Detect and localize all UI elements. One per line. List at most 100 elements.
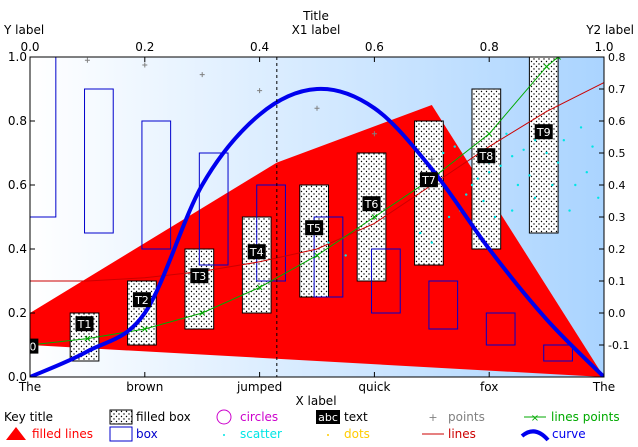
- x1-tick-label: 0.0: [20, 40, 39, 54]
- scatter-point-24: [579, 126, 583, 129]
- legend-swatch-curve: [520, 429, 550, 442]
- legend-swatch-points: +: [428, 411, 437, 424]
- x-category-label: quick: [358, 380, 390, 394]
- lines-line: [30, 82, 604, 282]
- text-label-bg-4: [190, 268, 209, 284]
- scatter-point-28: [419, 231, 422, 235]
- box-series: [30, 57, 573, 362]
- legend-item-lines: lines: [422, 427, 476, 441]
- x1-tick-label: 0.4: [250, 40, 269, 54]
- legend-swatch-filled-lines: [6, 427, 26, 440]
- filled-box-series: [69, 57, 559, 362]
- curve-series: [30, 86, 604, 377]
- text-label-8: T7: [421, 174, 436, 187]
- text-label-3: T2: [134, 294, 149, 307]
- legend-item-text: abc text: [316, 410, 368, 424]
- legend-item-circles: circles: [216, 409, 278, 425]
- text-label-2: T1: [77, 318, 92, 331]
- plot-area: 0 T1 T2 T3 T4 T5 T6 T7 T8 T9: [29, 56, 605, 378]
- y2-tick-label: 0.0: [608, 307, 626, 320]
- scatter-point-19: [562, 139, 566, 142]
- legend-label-scatter: scatter: [240, 427, 282, 441]
- box-10: [543, 344, 573, 362]
- scatter-point-8: [470, 183, 474, 187]
- text-label-1: 0: [29, 341, 36, 354]
- x-axis-label: X label: [295, 394, 336, 408]
- scatter-point-21: [442, 151, 445, 155]
- text-label-bg-3: [132, 292, 151, 308]
- text-label-bg-7: [362, 196, 381, 212]
- points-marker-5: [314, 105, 320, 111]
- y-tick-label: 1.0: [8, 50, 27, 64]
- x-category-label: fox: [480, 380, 498, 394]
- text-label-bg-2: [75, 316, 94, 332]
- x1-tick-label: 0.6: [365, 40, 384, 54]
- lines-points-marker-6: [314, 252, 320, 259]
- text-label-7: T6: [364, 198, 379, 211]
- filled-box-3: [184, 248, 215, 330]
- scatter-point-13: [585, 171, 588, 174]
- legend-label-lines-points: lines points: [551, 410, 620, 424]
- y2-tick-label: 0.7: [608, 83, 626, 96]
- legend-item-dots: dots: [327, 427, 370, 441]
- scatter-point-9: [465, 193, 468, 196]
- points-marker-7: [429, 156, 435, 162]
- scatter-point-34: [493, 215, 497, 219]
- filled-box-8: [471, 88, 502, 250]
- legend-item-lines-points: × lines points: [524, 410, 620, 424]
- box-2: [84, 88, 114, 234]
- scatter-point-6: [488, 171, 491, 174]
- legend-swatch-lines-points-marker: ×: [531, 413, 539, 424]
- lines-points-marker-10: [543, 63, 550, 70]
- x1-tick-label: 1.0: [594, 40, 613, 54]
- points-marker-1: [84, 57, 90, 63]
- legend-label-dots: dots: [344, 427, 370, 441]
- lines-points-marker-4: [199, 310, 206, 316]
- chart-title: Title: [302, 9, 329, 23]
- box-3: [141, 120, 172, 250]
- scatter-point-32: [551, 183, 554, 187]
- legend-swatch-dots: [327, 434, 329, 436]
- lines-points-marker-9: [486, 130, 493, 137]
- legend-item-scatter: scatter: [223, 427, 282, 441]
- scatter-point-35: [510, 209, 514, 212]
- legend-label-text: text: [344, 410, 368, 424]
- scatter-point-29: [447, 215, 451, 219]
- axes: 0.0 0.2 0.4 0.6 0.8 1.00.00.20.40.60.81.0-0.1…: [8, 40, 630, 394]
- scatter-point-12: [574, 183, 577, 187]
- y-tick-label: 0.8: [8, 114, 27, 128]
- scatter-point-11: [556, 161, 560, 164]
- box-7: [371, 248, 401, 314]
- x-category-label: jumped: [236, 380, 282, 394]
- x1-axis-label: X1 label: [292, 23, 341, 37]
- scatter-point-17: [505, 132, 508, 135]
- lines-points-marker-3: [141, 326, 148, 332]
- lines-points-marker-2: [84, 335, 91, 342]
- scatter-point-10: [545, 151, 548, 155]
- legend-swatch-box: [109, 426, 133, 442]
- scatter-point-7: [476, 177, 479, 180]
- lines-points-marker-7: [371, 214, 378, 220]
- y2-tick-label: 0.6: [608, 115, 626, 128]
- x-category-label: The: [592, 380, 615, 394]
- lines-points-marker-5: [256, 284, 263, 291]
- scatter-point-15: [516, 183, 520, 187]
- y-tick-label: 0.2: [8, 306, 27, 320]
- legend-item-filled-box: filled box: [109, 409, 191, 425]
- x-category-label: The: [18, 380, 41, 394]
- text-series: 0 T1 T2 T3 T4 T5 T6 T7 T8 T9: [29, 124, 553, 354]
- legend-label-box: box: [136, 427, 158, 441]
- legend: Key title filled box circles abc text + …: [4, 409, 620, 442]
- filled-box-2: [127, 280, 157, 346]
- legend-item-box: box: [109, 426, 158, 442]
- y2-tick-label: 0.8: [608, 51, 626, 64]
- y2-tick-label: 0.4: [608, 179, 626, 192]
- box-8: [428, 280, 459, 330]
- text-label-9: T8: [478, 150, 493, 163]
- scatter-point-18: [533, 196, 537, 199]
- box-4: [198, 152, 229, 266]
- box-1: [30, 57, 57, 218]
- lines-points-marker-11: [555, 57, 561, 60]
- y-tick-label: 0.0: [8, 370, 27, 384]
